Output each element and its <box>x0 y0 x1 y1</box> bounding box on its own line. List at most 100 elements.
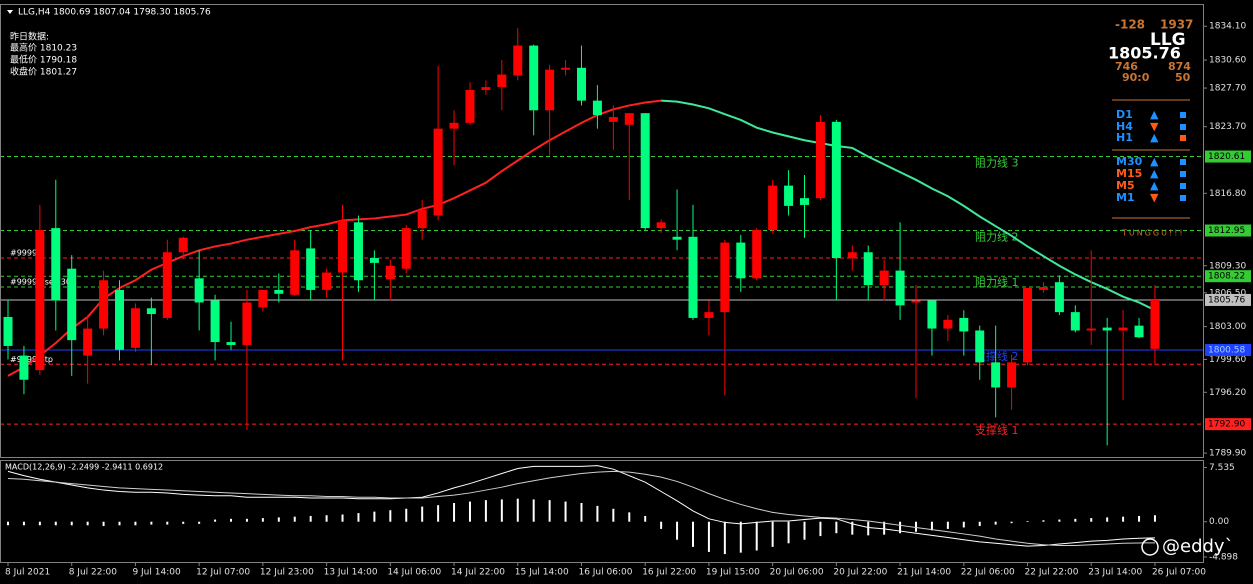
level-label: 支撑线 2 <box>975 349 1019 363</box>
candle-body <box>67 268 77 341</box>
candle-body <box>178 237 188 253</box>
y-tick-label: 1823.70 <box>1209 122 1246 132</box>
y-tick-label: 1796.20 <box>1209 388 1246 398</box>
candle-body <box>130 308 140 348</box>
level-label: 阻力线 1 <box>975 275 1019 289</box>
x-tick-label: 19 Jul 15:00 <box>706 568 760 578</box>
candle-body <box>1038 287 1048 290</box>
info-line: 最高价 1810.23 <box>10 42 77 54</box>
candle-body <box>640 113 650 229</box>
candle-body <box>592 100 602 116</box>
candle-body <box>194 278 204 303</box>
x-tick-label: 15 Jul 14:00 <box>515 568 569 578</box>
candle-body <box>1150 299 1160 349</box>
panel-status: TUNGGU!!! <box>1121 229 1185 238</box>
x-tick-label: 21 Jul 14:00 <box>897 568 951 578</box>
price-tag-label: 1812.95 <box>1208 226 1245 236</box>
timeframe-name: D1 <box>1116 108 1133 121</box>
x-tick-label: 20 Jul 06:00 <box>770 568 824 578</box>
macd-signal-line <box>7 470 1155 546</box>
y-tick-label: 7.535 <box>1209 463 1235 473</box>
panel-value: 90:0 <box>1122 71 1150 84</box>
candle-body <box>1118 327 1128 331</box>
timeframe-name: M15 <box>1116 167 1142 180</box>
candle-body <box>752 230 762 279</box>
candle-body <box>895 270 905 306</box>
timeframe-box <box>1180 159 1186 165</box>
price-tag <box>1205 293 1251 306</box>
timeframe-arrow: ▲ <box>1150 179 1159 192</box>
candle-body <box>401 228 411 269</box>
price-tag <box>1205 224 1251 237</box>
y-tick-label: -4.898 <box>1209 552 1238 562</box>
candle-body <box>242 302 252 345</box>
main-frame <box>0 4 1204 458</box>
candle-body <box>146 308 156 315</box>
timeframe-name: M5 <box>1116 179 1135 192</box>
x-tick-label: 9 Jul 14:00 <box>132 568 181 578</box>
candle-body <box>911 300 921 303</box>
candle-body <box>481 87 491 90</box>
candle-body <box>274 289 284 294</box>
candle-body <box>497 74 507 88</box>
level-label: 支撑线 1 <box>975 423 1019 437</box>
candle-body <box>338 220 348 273</box>
candle-body <box>545 69 555 111</box>
candle-body <box>83 328 93 356</box>
timeframe-list: D1 ▲ H4 ▼ H1 ▲ M30 ▲ M15 ▲ M5 ▲ M1 ▼ <box>1116 108 1186 204</box>
timeframe-box <box>1180 112 1186 118</box>
timeframe-arrow: ▲ <box>1150 155 1159 168</box>
header: LLG,H4 1800.69 1807.04 1798.30 1805.76 昨… <box>7 8 211 78</box>
panel-value: 874 <box>1168 60 1191 73</box>
candle-body <box>513 45 523 76</box>
timeframe-box <box>1180 171 1186 177</box>
price-tag <box>1205 270 1251 283</box>
candle-body <box>1007 362 1017 388</box>
price-tag <box>1205 418 1251 431</box>
y-tick-label: 1789.90 <box>1209 449 1246 459</box>
price-tag <box>1205 150 1251 163</box>
candle-body <box>831 121 841 259</box>
candle-body <box>704 312 714 318</box>
candle-body <box>529 45 539 111</box>
candle-body <box>353 222 363 281</box>
candle-body <box>1086 328 1096 331</box>
candle-body <box>3 316 13 346</box>
panel-value: 746 <box>1115 60 1138 73</box>
candle-body <box>1054 282 1064 313</box>
candle-body <box>51 228 61 301</box>
candle-body <box>162 252 172 318</box>
main-layer: 1834.10 1830.60 1827.70 1823.70 1816.80 1809.… <box>3 22 1246 459</box>
candle-body <box>656 222 666 229</box>
candle-body <box>720 242 730 313</box>
candle-body <box>624 113 634 125</box>
timeframe-arrow: ▲ <box>1150 131 1159 144</box>
x-tick-label: 8 Jul 2021 <box>5 568 50 578</box>
x-tick-label: 22 Jul 22:00 <box>1025 568 1079 578</box>
timeframe-arrow: ▼ <box>1150 120 1159 133</box>
candle-body <box>943 319 953 329</box>
candle-body <box>561 67 571 70</box>
menu-arrow[interactable] <box>7 10 13 14</box>
candle-body <box>210 300 220 343</box>
moving-average <box>661 99 1156 312</box>
timeframe-box <box>1180 124 1186 130</box>
y-tick-label: 1809.30 <box>1209 261 1246 271</box>
candle-body <box>847 252 857 259</box>
candle-body <box>465 89 475 123</box>
panel-value: 50 <box>1175 71 1191 84</box>
price-tag-label: 1805.76 <box>1208 295 1245 305</box>
timeframe-box <box>1180 195 1186 201</box>
timeframe-box <box>1180 183 1186 189</box>
candle-body <box>768 185 778 231</box>
candle-body <box>449 122 459 129</box>
timeframe-name: H1 <box>1116 131 1133 144</box>
moving-average <box>7 99 662 377</box>
candle-body <box>736 242 746 279</box>
y-tick-label: 1827.70 <box>1209 84 1246 94</box>
candle-body <box>784 185 794 206</box>
candle-body <box>385 265 395 280</box>
